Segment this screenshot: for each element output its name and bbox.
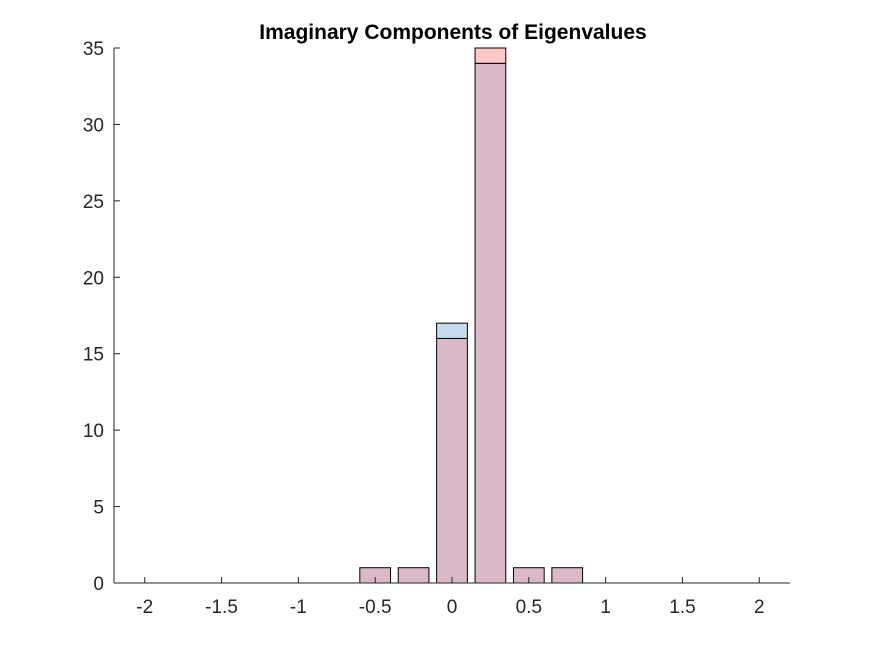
bar-excess-9	[474, 47, 507, 64]
x-tick-label-1: -1.5	[205, 597, 238, 618]
x-tick-label-7: 1.5	[669, 597, 695, 618]
y-tick-label-6: 30	[83, 115, 104, 136]
x-tick-label-3: -0.5	[359, 597, 392, 618]
y-tick-label-7: 35	[83, 39, 104, 60]
y-tick-label-1: 5	[93, 498, 104, 519]
x-tick-label-8: 2	[754, 597, 765, 618]
x-tick-label-0: -2	[136, 597, 153, 618]
bar-overlap-8	[436, 337, 468, 584]
bar-overlap-9	[474, 62, 507, 584]
bar-excess-8	[436, 322, 468, 339]
bar-overlap-11	[551, 567, 584, 584]
y-tick-label-0: 0	[93, 574, 104, 595]
x-tick-label-4: 0	[447, 597, 458, 618]
x-tick-label-6: 1	[600, 597, 611, 618]
chart-title: Imaginary Components of Eigenvalues	[259, 21, 646, 44]
y-tick-label-3: 15	[83, 345, 104, 366]
y-tick-label-4: 20	[83, 268, 104, 289]
bar-overlap-7	[397, 567, 430, 584]
x-tick-label-5: 0.5	[516, 597, 542, 618]
x-tick-label-2: -1	[290, 597, 307, 618]
bars-layer	[129, 47, 775, 584]
y-tick-label-5: 25	[83, 192, 104, 213]
y-tick-label-2: 10	[83, 421, 104, 442]
